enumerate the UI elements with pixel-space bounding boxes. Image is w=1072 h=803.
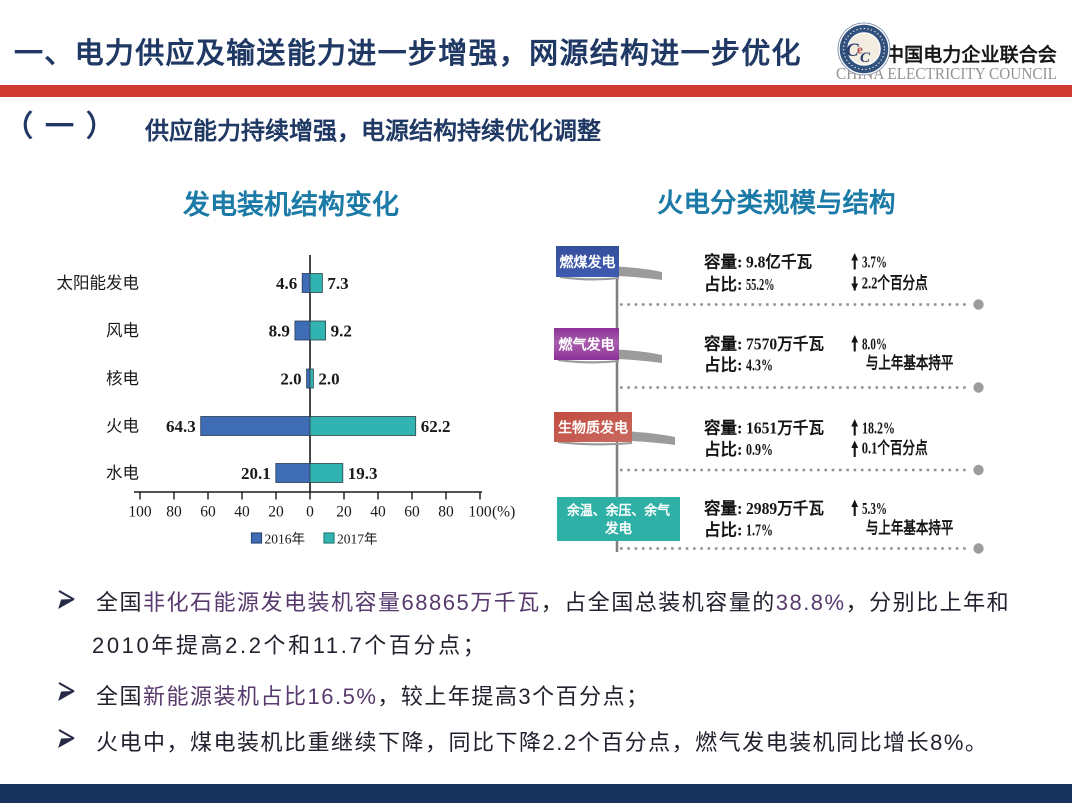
svg-text:C: C	[846, 40, 859, 61]
svg-text:容量:: 容量:	[704, 252, 743, 272]
svg-text:18.2%: 18.2%	[862, 419, 895, 438]
svg-text:太阳能发电: 太阳能发电	[57, 274, 140, 293]
svg-text:发电: 发电	[604, 520, 633, 536]
svg-text:2989万千瓦: 2989万千瓦	[746, 499, 824, 518]
svg-text:燃气发电: 燃气发电	[559, 337, 615, 353]
svg-text:与上年基本持平: 与上年基本持平	[866, 518, 954, 538]
svg-text:9.2: 9.2	[331, 322, 352, 341]
svg-text:5.3%: 5.3%	[862, 499, 887, 518]
svg-text:19.3: 19.3	[348, 464, 378, 483]
svg-text:火电: 火电	[106, 417, 139, 436]
svg-text:1.7%: 1.7%	[746, 521, 773, 540]
svg-text:占比:: 占比:	[704, 355, 743, 375]
svg-text:8.9: 8.9	[269, 322, 290, 341]
svg-text:64.3: 64.3	[166, 417, 196, 436]
svg-text:e: e	[857, 42, 863, 57]
svg-text:容量:: 容量:	[704, 334, 743, 354]
svg-text:生物质发电: 生物质发电	[558, 420, 628, 436]
svg-text:与上年基本持平: 与上年基本持平	[866, 353, 954, 373]
svg-text:40: 40	[234, 504, 250, 521]
svg-text:80: 80	[438, 504, 454, 521]
svg-text:2016年: 2016年	[265, 532, 306, 547]
svg-text:20: 20	[336, 504, 352, 521]
svg-text:核电: 核电	[106, 369, 139, 388]
svg-text:20.1: 20.1	[241, 464, 271, 483]
svg-text:容量:: 容量:	[704, 418, 743, 438]
svg-text:(%): (%)	[492, 504, 515, 521]
svg-text:80: 80	[166, 504, 182, 521]
svg-text:8.0%: 8.0%	[862, 335, 887, 354]
svg-text:2017年: 2017年	[337, 532, 378, 547]
svg-text:20: 20	[268, 504, 284, 521]
svg-text:1651万千瓦: 1651万千瓦	[746, 419, 824, 438]
svg-text:55.2%: 55.2%	[746, 275, 775, 294]
svg-text:2.0: 2.0	[318, 370, 339, 389]
svg-text:容量:: 容量:	[704, 498, 743, 518]
svg-text:风电: 风电	[106, 321, 139, 340]
svg-text:4.6: 4.6	[276, 274, 297, 293]
svg-text:100: 100	[128, 504, 152, 521]
svg-text:C: C	[860, 50, 871, 66]
svg-text:7.3: 7.3	[327, 274, 348, 293]
svg-text:40: 40	[370, 504, 386, 521]
svg-text:2.0: 2.0	[280, 370, 301, 389]
svg-text:7570万千瓦: 7570万千瓦	[746, 335, 824, 354]
svg-text:2.2个百分点: 2.2个百分点	[862, 273, 928, 293]
svg-text:占比:: 占比:	[704, 439, 743, 459]
svg-text:9.8亿千瓦: 9.8亿千瓦	[746, 252, 812, 272]
svg-text:占比:: 占比:	[704, 274, 743, 294]
svg-text:余温、余压、余气: 余温、余压、余气	[566, 502, 670, 518]
svg-text:0.1个百分点: 0.1个百分点	[862, 438, 928, 458]
svg-text:占比:: 占比:	[704, 520, 743, 540]
svg-text:60: 60	[404, 504, 420, 521]
svg-text:4.3%: 4.3%	[746, 356, 773, 375]
svg-text:0: 0	[306, 504, 314, 521]
svg-text:燃煤发电: 燃煤发电	[560, 254, 616, 270]
svg-text:水电: 水电	[106, 464, 139, 483]
svg-text:100: 100	[468, 504, 492, 521]
svg-text:0.9%: 0.9%	[746, 440, 773, 459]
svg-text:3.7%: 3.7%	[862, 253, 887, 272]
svg-text:60: 60	[200, 504, 216, 521]
svg-text:62.2: 62.2	[421, 417, 451, 436]
